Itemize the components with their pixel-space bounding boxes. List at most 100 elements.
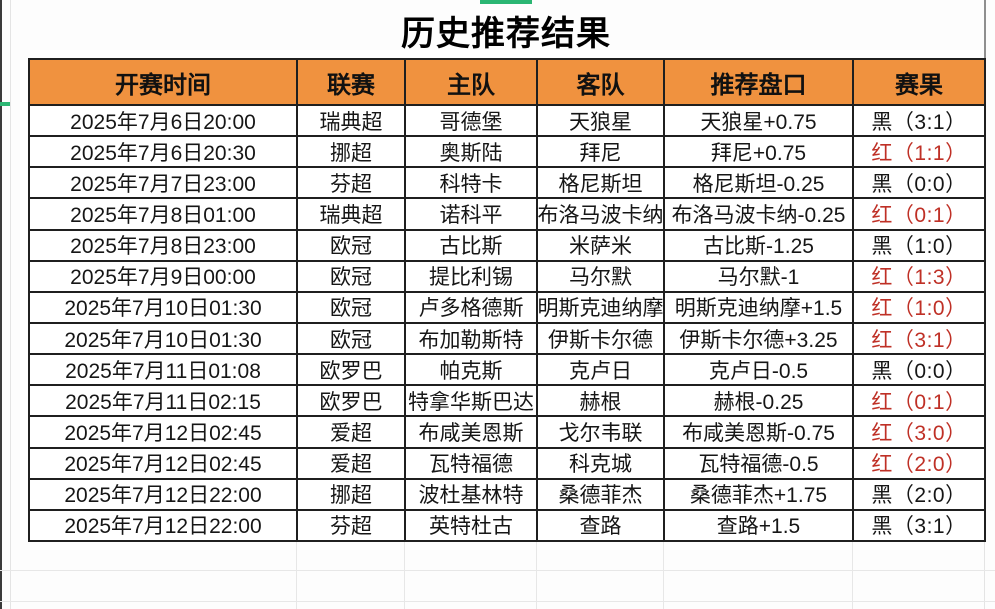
row-9-league-cell[interactable]: 欧罗巴 [298,355,406,387]
row-1-away-cell[interactable]: 天狼星 [538,106,665,138]
row-14-time-cell[interactable]: 2025年7月12日22:00 [30,510,298,542]
header-cell-handicap[interactable]: 推荐盘口 [665,60,854,106]
row-13-home-cell[interactable]: 波杜基林特 [406,479,538,511]
row-3-away-cell[interactable]: 格尼斯坦 [538,168,665,200]
row-8-time-cell[interactable]: 2025年7月10日01:30 [30,323,298,356]
row-9-result-cell[interactable]: 黑（0:0） [854,355,986,387]
row-5-league-cell[interactable]: 欧冠 [298,230,406,262]
row-3-result-cell[interactable]: 黑（0:0） [854,168,986,200]
page-title: 历史推荐结果 [401,14,611,53]
row-2-time-cell[interactable]: 2025年7月6日20:30 [30,137,298,169]
row-8-away-cell[interactable]: 伊斯卡尔德 [538,323,665,356]
row-11-away-cell[interactable]: 戈尔韦联 [538,417,665,449]
row-2-away-cell[interactable]: 拜尼 [538,137,665,169]
row-10-away-cell[interactable]: 赫根 [538,386,665,418]
empty-col-gridline [663,540,664,609]
row-8-handicap-cell[interactable]: 伊斯卡尔德+3.25 [665,323,854,356]
row-10-handicap-cell[interactable]: 赫根-0.25 [665,386,854,418]
empty-col-gridline [296,540,297,609]
row-13-result-cell[interactable]: 黑（2:0） [854,479,986,511]
row-8-home-cell[interactable]: 布加勒斯特 [406,323,538,356]
row-5-handicap-cell[interactable]: 古比斯-1.25 [665,230,854,262]
row-12-handicap-cell[interactable]: 瓦特福德-0.5 [665,448,854,480]
row-10-league-cell[interactable]: 欧罗巴 [298,386,406,418]
row-6-league-cell[interactable]: 欧冠 [298,261,406,293]
row-4-away-cell[interactable]: 布洛马波卡纳 [538,199,665,231]
row-4-handicap-cell[interactable]: 布洛马波卡纳-0.25 [665,199,854,231]
row-8-result-cell[interactable]: 红（3:1） [854,323,986,356]
row-14-handicap-cell[interactable]: 查路+1.5 [665,510,854,542]
row-11-league-cell[interactable]: 爱超 [298,417,406,449]
gutter-gridline [10,0,11,609]
row-10-time-cell[interactable]: 2025年7月11日02:15 [30,386,298,418]
header-cell-time[interactable]: 开赛时间 [30,60,298,106]
row-11-result-cell[interactable]: 红（3:0） [854,417,986,449]
row-14-home-cell[interactable]: 英特杜古 [406,510,538,542]
row-7-result-cell[interactable]: 红（1:0） [854,292,986,324]
row-12-time-cell[interactable]: 2025年7月12日02:45 [30,448,298,480]
header-cell-home[interactable]: 主队 [406,60,538,106]
header-cell-league[interactable]: 联赛 [298,60,406,106]
row-4-home-cell[interactable]: 诺科平 [406,199,538,231]
row-11-time-cell[interactable]: 2025年7月12日02:45 [30,417,298,449]
row-2-result-cell[interactable]: 红（1:1） [854,137,986,169]
row-1-time-cell[interactable]: 2025年7月6日20:00 [30,106,298,138]
row-4-result-cell[interactable]: 红（0:1） [854,199,986,231]
header-cell-result[interactable]: 赛果 [854,60,986,106]
row-5-result-cell[interactable]: 黑（1:0） [854,230,986,262]
row-3-home-cell[interactable]: 科特卡 [406,168,538,200]
row-2-league-cell[interactable]: 挪超 [298,137,406,169]
row-7-league-cell[interactable]: 欧冠 [298,292,406,324]
row-10-result-cell[interactable]: 红（0:1） [854,386,986,418]
row-1-home-cell[interactable]: 哥德堡 [406,106,538,138]
row-7-handicap-cell[interactable]: 明斯克迪纳摩+1.5 [665,292,854,324]
row-11-handicap-cell[interactable]: 布咸美恩斯-0.75 [665,417,854,449]
row-1-handicap-cell[interactable]: 天狼星+0.75 [665,106,854,138]
row-9-handicap-cell[interactable]: 克卢日-0.5 [665,355,854,387]
header-cell-away[interactable]: 客队 [538,60,665,106]
row-11-home-cell[interactable]: 布咸美恩斯 [406,417,538,449]
results-table: 开赛时间 联赛 主队 客队 推荐盘口 赛果 2025年7月6日20:00 瑞典超 哥德堡 天狼星天… [28,58,986,542]
row-12-result-cell[interactable]: 红（2:0） [854,448,986,480]
row-14-away-cell[interactable]: 查路 [538,510,665,542]
row-2-home-cell[interactable]: 奥斯陆 [406,137,538,169]
row-5-home-cell[interactable]: 古比斯 [406,230,538,262]
row-14-result-cell[interactable]: 黑（3:1） [854,510,986,542]
row-9-away-cell[interactable]: 克卢日 [538,355,665,387]
empty-col-gridline [404,540,405,609]
row-6-away-cell[interactable]: 马尔默 [538,261,665,293]
row-12-league-cell[interactable]: 爱超 [298,448,406,480]
row-5-away-cell[interactable]: 米萨米 [538,230,665,262]
row-6-handicap-cell[interactable]: 马尔默-1 [665,261,854,293]
row-3-handicap-cell[interactable]: 格尼斯坦-0.25 [665,168,854,200]
row-13-time-cell[interactable]: 2025年7月12日22:00 [30,479,298,511]
row-14-league-cell[interactable]: 芬超 [298,510,406,542]
row-6-time-cell[interactable]: 2025年7月9日00:00 [30,261,298,293]
row-12-home-cell[interactable]: 瓦特福德 [406,448,538,480]
row-8-league-cell[interactable]: 欧冠 [298,323,406,356]
row-4-time-cell[interactable]: 2025年7月8日01:00 [30,199,298,231]
row-7-home-cell[interactable]: 卢多格德斯 [406,292,538,324]
selection-marker-left [0,102,10,106]
row-12-away-cell[interactable]: 科克城 [538,448,665,480]
row-9-home-cell[interactable]: 帕克斯 [406,355,538,387]
row-6-home-cell[interactable]: 提比利锡 [406,261,538,293]
row-10-home-cell[interactable]: 特拿华斯巴达 [406,386,538,418]
empty-row-gridline [0,570,995,571]
row-5-time-cell[interactable]: 2025年7月8日23:00 [30,230,298,262]
row-6-result-cell[interactable]: 红（1:3） [854,261,986,293]
row-13-league-cell[interactable]: 挪超 [298,479,406,511]
row-7-away-cell[interactable]: 明斯克迪纳摩 [538,292,665,324]
row-4-league-cell[interactable]: 瑞典超 [298,199,406,231]
empty-col-gridline [536,540,537,609]
row-3-league-cell[interactable]: 芬超 [298,168,406,200]
row-1-result-cell[interactable]: 黑（3:1） [854,106,986,138]
row-13-handicap-cell[interactable]: 桑德菲杰+1.75 [665,479,854,511]
row-9-time-cell[interactable]: 2025年7月11日01:08 [30,355,298,387]
row-2-handicap-cell[interactable]: 拜尼+0.75 [665,137,854,169]
row-1-league-cell[interactable]: 瑞典超 [298,106,406,138]
row-3-time-cell[interactable]: 2025年7月7日23:00 [30,168,298,200]
row-13-away-cell[interactable]: 桑德菲杰 [538,479,665,511]
row-7-time-cell[interactable]: 2025年7月10日01:30 [30,292,298,324]
